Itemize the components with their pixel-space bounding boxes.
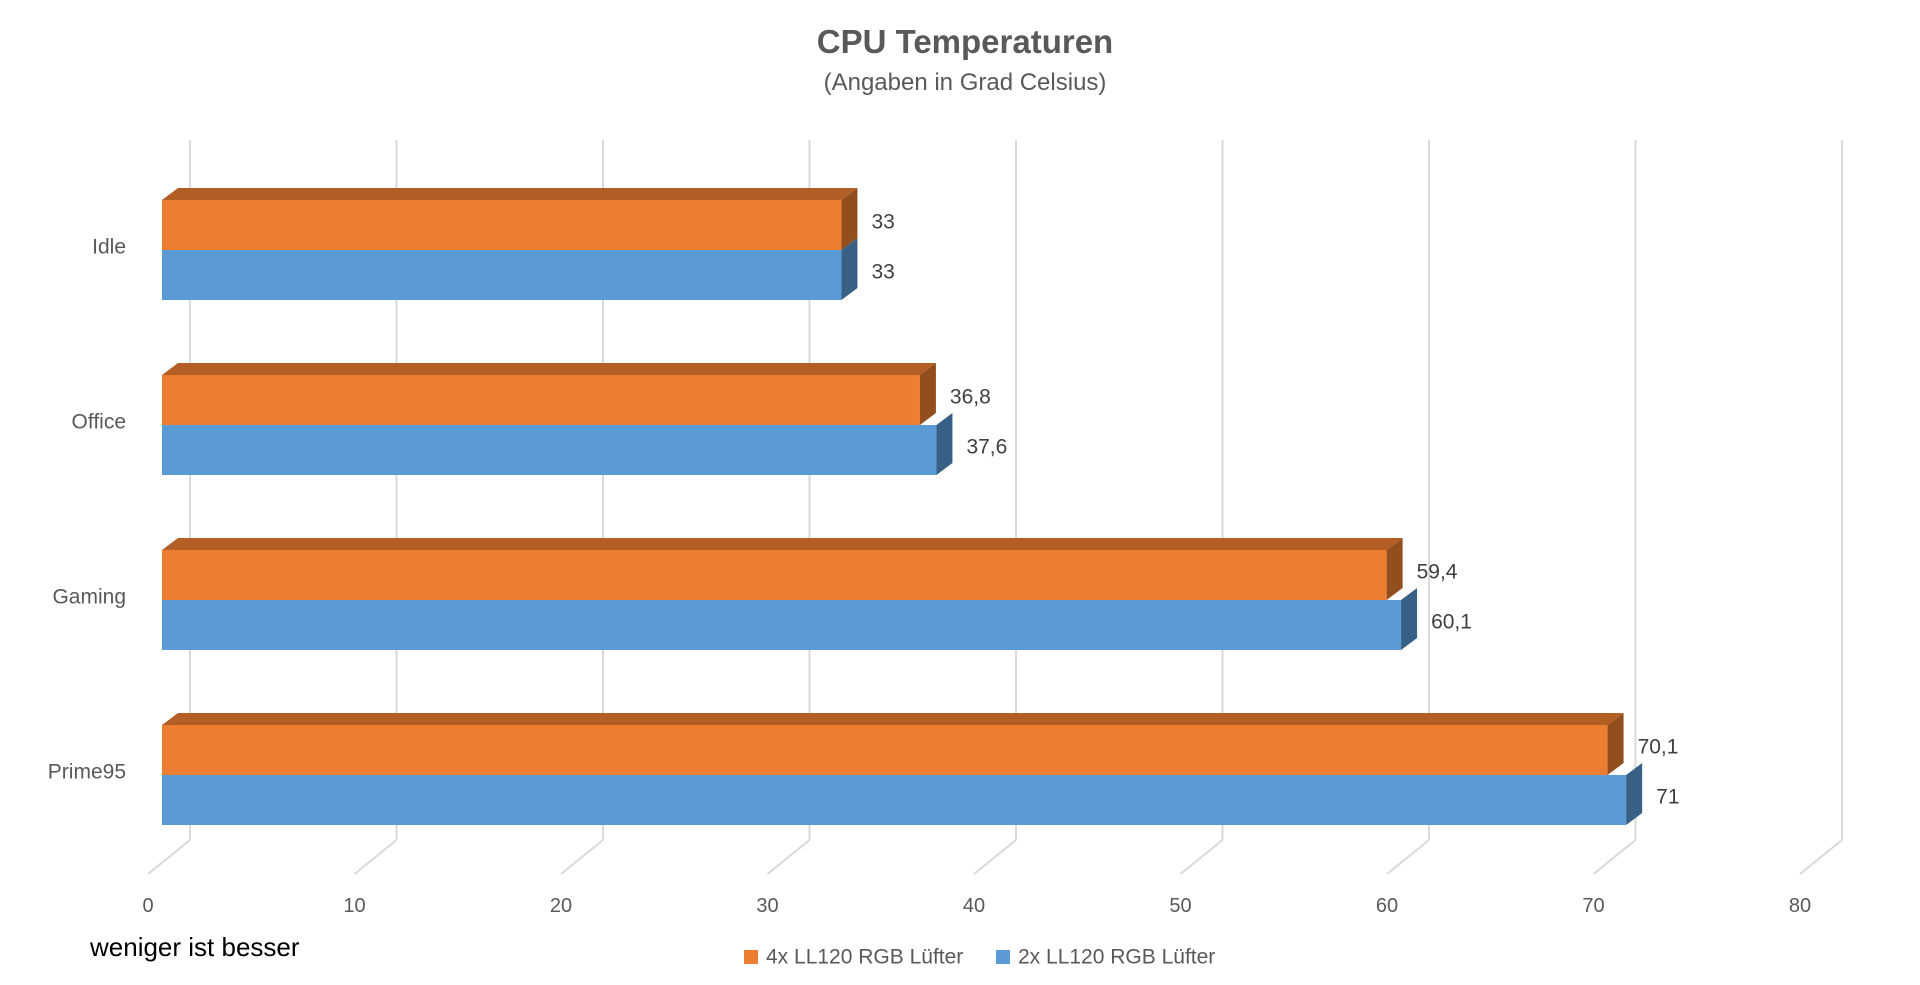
bar-office-series-2 <box>162 413 953 475</box>
bar-top <box>162 713 1624 725</box>
bar-side <box>936 413 953 475</box>
gridline-floor <box>560 839 604 875</box>
bar-prime95-series-2 <box>162 763 1643 825</box>
bar-top <box>162 363 936 375</box>
legend-label: 2x LL120 RGB Lüfter <box>1018 946 1215 969</box>
bar-gaming-series-1 <box>162 538 1403 600</box>
gridline-floor <box>1386 839 1430 875</box>
x-tick-label: 70 <box>1582 895 1604 917</box>
bar-top <box>162 538 1403 550</box>
x-tick-label: 50 <box>1169 895 1191 917</box>
x-tick-label: 20 <box>550 895 572 917</box>
x-axis-ticks: 0 10 20 30 40 50 60 70 80 <box>142 895 1811 917</box>
legend-swatch <box>744 950 758 964</box>
bar-side <box>841 188 858 250</box>
bars: 33 33 36,8 37,6 59,4 60,1 70,1 71 <box>162 188 1680 825</box>
note-text: weniger ist besser <box>90 932 300 962</box>
bar-idle-series-1 <box>162 188 858 250</box>
data-label: 36,8 <box>950 386 991 409</box>
legend-swatch <box>996 950 1010 964</box>
x-tick-label: 30 <box>756 895 778 917</box>
gridline-floor <box>1179 839 1224 875</box>
gridline-floor <box>1592 839 1637 875</box>
x-tick-label: 40 <box>963 895 985 917</box>
x-tick-label: 80 <box>1789 895 1811 917</box>
legend-label: 4x LL120 RGB Lüfter <box>766 946 963 969</box>
bar-top <box>162 188 858 200</box>
legend: 4x LL120 RGB Lüfter 2x LL120 RGB Lüfter <box>744 946 1215 969</box>
bar-front <box>162 600 1402 650</box>
data-label: 33 <box>871 211 894 234</box>
category-label: Prime95 <box>48 761 126 784</box>
data-label: 37,6 <box>966 436 1007 459</box>
bar-idle-series-2 <box>162 238 858 300</box>
bar-front <box>162 375 920 425</box>
x-tick-label: 60 <box>1376 895 1398 917</box>
chart-subtitle: (Angaben in Grad Celsius) <box>824 69 1107 96</box>
bar-side <box>1607 713 1624 775</box>
x-tick-label: 10 <box>343 895 365 917</box>
data-label: 59,4 <box>1417 561 1458 584</box>
bar-side <box>841 238 858 300</box>
bar-side <box>1401 588 1418 650</box>
bar-prime95-series-1 <box>162 713 1624 775</box>
bar-gaming-series-2 <box>162 588 1418 650</box>
bar-front <box>162 200 842 250</box>
bar-front <box>162 550 1387 600</box>
gridline-floor <box>1799 839 1843 875</box>
chart-title: CPU Temperaturen <box>817 23 1113 60</box>
bar-front <box>162 725 1608 775</box>
bar-office-series-1 <box>162 363 936 425</box>
gridline-floor <box>973 839 1017 875</box>
bar-front <box>162 250 842 300</box>
category-label: Idle <box>92 236 126 259</box>
gridline-floor <box>353 839 398 875</box>
bar-side <box>919 363 936 425</box>
gridline-floor <box>766 839 811 875</box>
data-label: 71 <box>1656 786 1679 809</box>
bar-side <box>1626 763 1643 825</box>
data-label: 33 <box>871 261 894 284</box>
gridline-floor <box>147 839 191 875</box>
bar-front <box>162 775 1627 825</box>
category-labels: Idle Office Gaming Prime95 <box>48 236 126 784</box>
category-label: Office <box>72 411 126 434</box>
x-tick-label: 0 <box>142 895 153 917</box>
data-label: 60,1 <box>1431 611 1472 634</box>
category-label: Gaming <box>52 586 126 609</box>
bar-side <box>1386 538 1403 600</box>
data-label: 70,1 <box>1638 736 1679 759</box>
bar-front <box>162 425 937 475</box>
